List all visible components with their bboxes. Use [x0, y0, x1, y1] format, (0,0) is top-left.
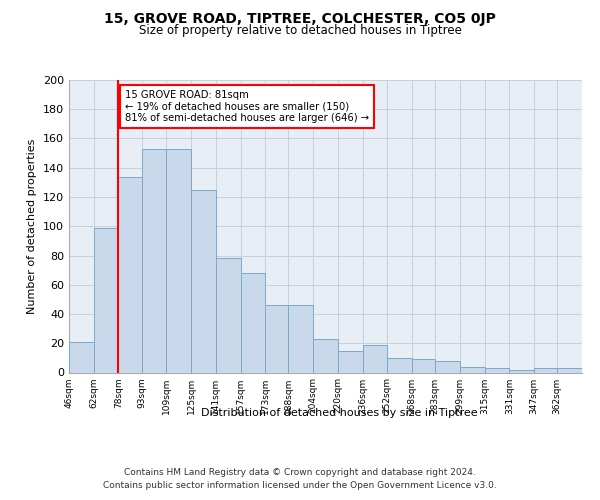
Bar — [485, 368, 509, 372]
Bar — [534, 368, 557, 372]
Bar — [362, 344, 388, 372]
Bar — [241, 273, 265, 372]
Bar — [142, 148, 166, 372]
Y-axis label: Number of detached properties: Number of detached properties — [28, 138, 37, 314]
Text: 15 GROVE ROAD: 81sqm
← 19% of detached houses are smaller (150)
81% of semi-deta: 15 GROVE ROAD: 81sqm ← 19% of detached h… — [125, 90, 369, 124]
Bar — [118, 176, 142, 372]
Bar — [338, 350, 362, 372]
Text: Distribution of detached houses by size in Tiptree: Distribution of detached houses by size … — [200, 408, 478, 418]
Text: 15, GROVE ROAD, TIPTREE, COLCHESTER, CO5 0JP: 15, GROVE ROAD, TIPTREE, COLCHESTER, CO5… — [104, 12, 496, 26]
Bar — [509, 370, 534, 372]
Bar — [69, 342, 94, 372]
Bar — [388, 358, 412, 372]
Text: Contains public sector information licensed under the Open Government Licence v3: Contains public sector information licen… — [103, 480, 497, 490]
Bar — [313, 339, 338, 372]
Bar — [557, 368, 582, 372]
Bar — [94, 228, 118, 372]
Bar — [412, 360, 435, 372]
Bar — [191, 190, 216, 372]
Bar — [166, 148, 191, 372]
Text: Size of property relative to detached houses in Tiptree: Size of property relative to detached ho… — [139, 24, 461, 37]
Bar — [435, 361, 460, 372]
Bar — [289, 305, 313, 372]
Bar — [265, 305, 289, 372]
Text: Contains HM Land Registry data © Crown copyright and database right 2024.: Contains HM Land Registry data © Crown c… — [124, 468, 476, 477]
Bar — [216, 258, 241, 372]
Bar — [460, 366, 485, 372]
